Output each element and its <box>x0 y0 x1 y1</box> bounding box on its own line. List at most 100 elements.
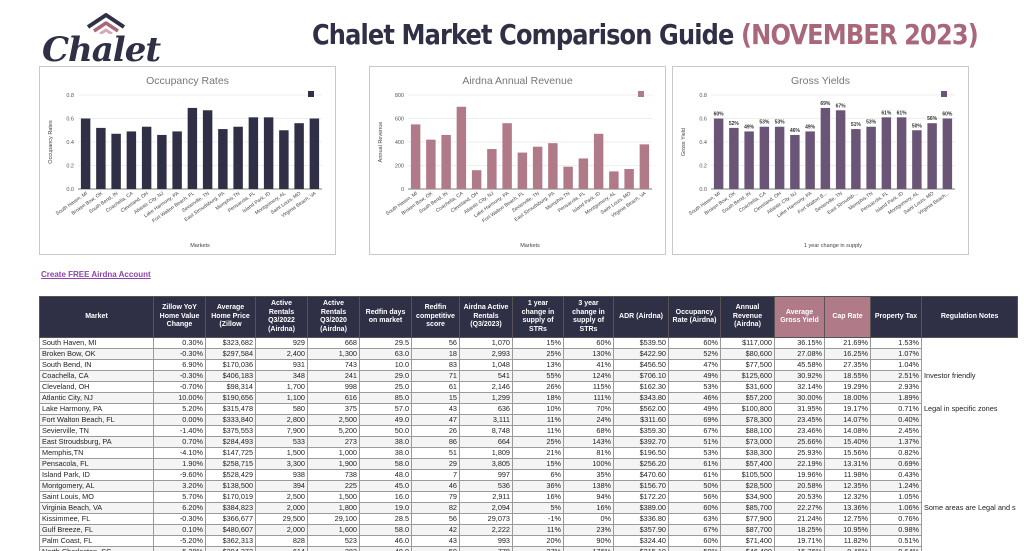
table-row: Broken Bow, OK -0.30% $297,584 2,400 1,300 63… <box>39 348 1018 360</box>
column-header[interactable]: Property Tax <box>870 296 922 338</box>
table-cell: 24% <box>563 414 614 426</box>
table-cell: 79 <box>411 491 460 503</box>
column-header[interactable]: Redfin competitive score <box>411 296 460 338</box>
column-header[interactable]: Airdna Active Rentals (Q3/2023) <box>459 296 513 338</box>
bar <box>593 133 604 189</box>
table-cell: 536 <box>459 480 513 492</box>
table-cell: 45.0 <box>359 480 412 492</box>
table-cell: $384,823 <box>205 502 256 514</box>
table-cell: 2.93% <box>870 381 922 393</box>
market-cell: Saint Louis, MO <box>39 491 154 503</box>
bar <box>172 131 182 189</box>
table-cell: 67% <box>668 425 721 437</box>
table-cell: $46,400 <box>720 546 775 551</box>
table-cell: 56% <box>668 491 721 503</box>
table-cell: 9.46% <box>824 546 871 551</box>
y-tick-label: 0.0 <box>66 187 74 193</box>
bar <box>912 130 922 189</box>
market-cell: Fort Walton Beach, FL <box>39 414 154 426</box>
table-row: Cleveland, OH -0.70% $98,314 1,700 998 25.0 61… <box>39 381 1018 393</box>
table-cell: 0.40% <box>870 414 922 426</box>
column-header[interactable]: Market <box>39 296 154 338</box>
column-header[interactable]: Average Gross Yield <box>774 296 825 338</box>
regulation-note-cell <box>922 514 1018 525</box>
table-cell: $294,373 <box>205 546 256 551</box>
table-row: Kissimmee, FL -0.30% $366,677 29,500 29,100 2… <box>39 513 1018 525</box>
column-header[interactable]: Annual Revenue (Airdna) <box>720 296 775 338</box>
table-cell: $105,500 <box>720 469 775 481</box>
table-cell: 27% <box>512 546 564 551</box>
table-cell: 23.46% <box>774 425 825 437</box>
market-cell: Kissimmee, FL <box>39 513 154 525</box>
column-header[interactable]: 3 year change in supply of STRs <box>563 296 614 338</box>
table-cell: 58.0 <box>359 524 412 536</box>
y-axis-label: Occupancy Rates <box>48 120 54 164</box>
column-header[interactable]: 1 year change in supply of STRs <box>512 296 564 338</box>
table-cell: 1,500 <box>307 491 360 503</box>
table-cell: 124% <box>563 370 614 382</box>
table-cell: 2,000 <box>255 502 308 514</box>
regulation-note-cell <box>922 492 1018 503</box>
table-cell: 46% <box>668 392 721 404</box>
bar <box>111 133 121 189</box>
table-cell: 2,911 <box>459 491 513 503</box>
y-tick-label: 0 <box>401 187 404 193</box>
bar <box>248 117 259 189</box>
bar <box>233 126 243 189</box>
y-tick-label: 0.6 <box>66 117 74 123</box>
gross-yields-chart: Gross Yields 0.0 0.2 0.4 0.6 0.8 Gross Yield 1… <box>672 66 969 255</box>
column-header[interactable]: Occupancy Rate (Airdna) <box>668 296 721 338</box>
column-header[interactable]: Cap Rate <box>824 296 871 338</box>
table-cell: $362,313 <box>205 535 256 547</box>
table-cell: 738 <box>307 469 360 481</box>
bar <box>487 149 497 189</box>
table-cell: 20% <box>512 535 564 547</box>
column-header[interactable]: Zillow YoY Home Value Change <box>153 296 206 338</box>
table-cell: 6% <box>512 469 564 481</box>
table-cell: 2,800 <box>255 414 308 426</box>
create-airdna-account-link[interactable]: Create FREE Airdna Account <box>41 270 151 279</box>
table-cell: 23.45% <box>774 414 825 426</box>
table-cell: 0.43% <box>870 469 922 481</box>
table-cell: 14.08% <box>824 425 871 437</box>
column-header[interactable]: Redfin days on market <box>359 296 412 338</box>
column-header[interactable]: Regulation Notes <box>920 296 1019 338</box>
column-header[interactable]: Average Home Price (Zillow <box>205 296 256 338</box>
table-cell: $196.50 <box>613 447 669 459</box>
table-cell: 38.0 <box>359 436 412 448</box>
x-axis-label: Markets <box>520 243 540 249</box>
table-cell: 45.58% <box>774 359 825 371</box>
bar <box>713 118 724 189</box>
table-cell: 11.98% <box>824 469 871 481</box>
table-cell: 51% <box>668 436 721 448</box>
table-cell: 63% <box>668 513 721 525</box>
table-header-row: Market Zillow YoY Home Value Change Averag… <box>39 296 1019 338</box>
table-cell: 49% <box>668 403 721 415</box>
table-cell: 1.37% <box>870 436 922 448</box>
table-cell: 55% <box>512 370 564 382</box>
table-body: South Haven, MI 0.30% $323,682 929 668 29.5 56… <box>39 337 1018 551</box>
column-header[interactable]: Active Rentals Q3/2022 (Airdna) <box>255 296 308 338</box>
table-cell: 15% <box>512 458 564 470</box>
table-cell: 57.0 <box>359 403 412 415</box>
data-label: 46% <box>790 128 801 134</box>
table-cell: $57,200 <box>720 392 775 404</box>
table-cell: 115% <box>563 381 614 393</box>
table-cell: 48.0 <box>359 469 412 481</box>
table-cell: $162.30 <box>613 381 669 393</box>
bar <box>548 143 558 189</box>
table-cell: $324.40 <box>613 535 669 547</box>
table-cell: 2,993 <box>459 348 513 360</box>
market-cell: South Haven, MI <box>39 337 154 349</box>
table-cell: $456.50 <box>613 359 669 371</box>
table-cell: 143% <box>563 436 614 448</box>
table-row: East Stroudsburg, PA 0.70% $284,493 533 273 3… <box>39 436 1018 448</box>
table-cell: 49.0 <box>359 414 412 426</box>
table-cell: $170,019 <box>205 491 256 503</box>
table-cell: 29 <box>411 458 460 470</box>
column-header[interactable]: ADR (Airdna) <box>613 296 669 338</box>
bar <box>157 134 167 189</box>
column-header[interactable]: Active Rentals Q3/2020 (Airdna) <box>307 296 360 338</box>
table-cell: 30.92% <box>774 370 825 382</box>
regulation-note-cell <box>922 338 1018 349</box>
